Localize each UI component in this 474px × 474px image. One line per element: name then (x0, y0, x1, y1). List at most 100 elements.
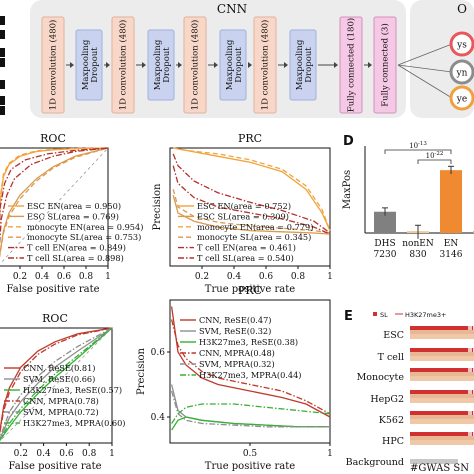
series-line-3 (0, 147, 109, 225)
category-label: HepG2 (370, 394, 404, 405)
roc-top-chart: ROC 0.2 0.4 0.6 0.8 1 False positive rate ESC E… (0, 132, 143, 295)
cnn-arrow-head (368, 62, 372, 68)
category-label: K562 (379, 415, 404, 426)
cnn-layer-label: Fully connected (3) (380, 23, 391, 107)
y-axis-label: Precision (152, 183, 163, 231)
legend-label: SVM, MPRA(0.32) (199, 359, 275, 369)
output-node-ye (449, 85, 474, 111)
bar-sl-gap (468, 432, 472, 436)
x-tick-label: 0.2 (13, 272, 27, 282)
bar-sl-gap (468, 368, 472, 372)
cnn-layer-1: 1D convolution (480) (41, 16, 74, 114)
x-tick-label: 0.6 (57, 272, 72, 282)
legend-label: SVM, ReSE(0.32) (199, 326, 271, 336)
bar-sl (410, 326, 474, 330)
cnn-layer-box (339, 16, 363, 114)
legend-label: monocyte SL(area = 0.753) (27, 232, 141, 242)
cnn-layer-label: 1D convolution (480) (118, 20, 129, 111)
bar-sl-gap (468, 348, 472, 352)
legend-label: monocyte SL(area = 0.345) (197, 232, 311, 242)
x-tick-label: 0.8 (79, 272, 94, 282)
series-line-5 (172, 165, 331, 235)
legend: CNN, ReSE(0.47)SVM, ReSE(0.32) H3K27me3, … (180, 315, 302, 380)
legend: ESC EN(area = 0.950)ESC SL(area = 0.769)… (8, 201, 143, 263)
series-line-2 (0, 327, 113, 441)
cnn-layer-label: 1D convolution (480) (48, 20, 59, 111)
cnn-layer-box (253, 16, 277, 114)
prc-top-chart: PRC 0.2 0.4 0.6 0.8 1 True positive rate Precis… (152, 132, 333, 295)
legend-label: SVM, MPRA(0.72) (23, 407, 99, 417)
cnn-layer-label: MaxpoolingDropout (80, 39, 99, 90)
cnn-layer-4: MaxpoolingDropout (147, 29, 182, 101)
x-tick-label: 1 (327, 449, 333, 459)
x-tick-label: 0.8 (82, 449, 97, 459)
cnn-layer-box (219, 29, 247, 101)
series-line-4 (170, 319, 331, 415)
bar-h3k27me3 (410, 330, 474, 334)
output-node-label: yn (456, 69, 468, 79)
category-label: Background (346, 457, 404, 468)
y-tick-label: 0.6 (151, 348, 166, 358)
series-line-6 (0, 147, 109, 230)
legend-label: ESC EN(area = 0.950) (27, 201, 121, 211)
legend-label: ESC EN(area = 0.752) (197, 201, 291, 211)
legend-label: CNN, MPRA(0.78) (23, 396, 99, 406)
legend-label: CNN, ReSE(0.47) (199, 315, 272, 325)
legend-label: ESC SL(area = 0.769) (27, 211, 119, 221)
legend-label: T cell SL(area = 0.540) (197, 253, 294, 263)
legend: ESC EN(area = 0.752)ESC SL(area = 0.309)… (178, 201, 313, 263)
series-line-4 (0, 147, 109, 258)
bar-sl-gap (468, 390, 472, 394)
bar-sl (410, 411, 474, 415)
legend-label: CNN, MPRA(0.48) (199, 348, 275, 358)
cnn-layer-label: MaxpoolingDropout (152, 39, 171, 90)
x-axis-label: False positive rate (8, 461, 101, 472)
bar-sl-gap (468, 411, 472, 415)
x-axis-label: True positive rate (205, 461, 295, 472)
panel-label-e: E (344, 309, 353, 324)
x-tick-label: 0.2 (195, 272, 209, 282)
output-node-label: ys (456, 41, 467, 51)
bar-background (410, 459, 458, 464)
plot-frame (169, 147, 331, 267)
cnn-title: CNN (217, 2, 247, 16)
cnn-arrow-head (70, 62, 74, 68)
bar-h3k27me3 (410, 436, 474, 440)
chance-line (0, 147, 109, 265)
series-line-1 (0, 327, 113, 435)
legend-label: H3K27me3+ (405, 311, 446, 319)
x-tick-label: 0.6 (59, 449, 74, 459)
bar-h3k27me3-lower (410, 376, 474, 381)
output-edge (397, 64, 453, 99)
cnn-layer-8: MaxpoolingDropout (289, 29, 338, 101)
output-edge (397, 43, 453, 66)
cnn-layer-box (75, 29, 103, 101)
bar-3 (440, 170, 462, 233)
legend-label: H3K27me3, MPRA(0.44) (199, 370, 302, 380)
cnn-layer-stack: 1D convolution (480) MaxpoolingDropout 1D … (41, 16, 397, 114)
bar-sl (410, 348, 474, 352)
cnn-output-nodes: ys yn ye (397, 31, 474, 111)
series-line-5 (0, 327, 113, 440)
cnn-arrow-head (248, 62, 252, 68)
x-tick-label: nonEN (402, 239, 434, 249)
x-tick-label: DHS (374, 239, 395, 249)
panel-label-d: D (343, 134, 354, 149)
cnn-arrow-head (214, 62, 218, 68)
cnn-layer-box (111, 16, 135, 114)
roc-bottom-chart: ROC 0.2 0.4 0.6 0.8 1 False positive rate CNN, … (0, 312, 126, 472)
plot-frame (0, 327, 113, 444)
legend-label: T cell EN(area = 0.461) (197, 243, 296, 253)
category-label: T cell (378, 352, 404, 363)
bar-h3k27me3-lower (410, 398, 474, 403)
cnn-layer-box (289, 29, 317, 101)
bar-sl (410, 390, 474, 394)
cnn-layer-label: 1D convolution (480) (260, 20, 271, 111)
bar-h3k27me3 (410, 372, 474, 376)
cnn-layer-3: 1D convolution (480) (111, 16, 146, 114)
cnn-arrow-head (334, 62, 338, 68)
chart-title: PRC (238, 284, 262, 297)
output-edge (397, 64, 453, 73)
legend-label: T cell SL(area = 0.898) (27, 253, 124, 263)
cnn-layer-label: Fully connected (180) (346, 18, 357, 112)
